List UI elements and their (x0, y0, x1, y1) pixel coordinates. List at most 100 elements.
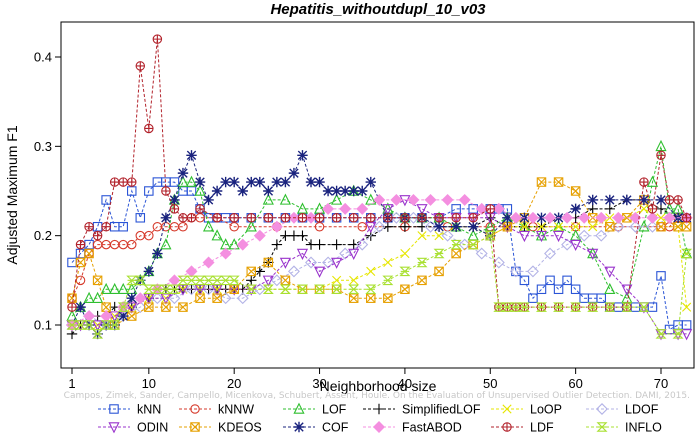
point-cof (263, 185, 274, 197)
point-inflo (399, 266, 411, 277)
point-kdeos (84, 248, 94, 259)
point-cof (638, 194, 650, 206)
point-ldf (639, 177, 649, 187)
point-lof (92, 291, 104, 303)
point-inflo (262, 284, 274, 295)
point-lof (672, 202, 684, 214)
point-fastabod (219, 247, 232, 260)
point-inflo (348, 284, 360, 295)
legend-label-kdeos: KDEOS (218, 421, 262, 434)
point-knn (144, 186, 154, 196)
point-cof (288, 167, 300, 179)
point-odin (331, 257, 343, 269)
point-loop (349, 275, 359, 285)
point-lof (194, 184, 206, 196)
point-kdeos (101, 302, 111, 312)
point-ldof (424, 220, 437, 233)
point-simplifiedlof (246, 275, 257, 286)
point-knn (101, 195, 111, 205)
point-inflo (126, 275, 138, 286)
point-knnw (127, 239, 137, 250)
point-kdeos (417, 275, 427, 286)
point-cof (433, 221, 445, 232)
point-knnw (357, 221, 367, 232)
point-fastabod (458, 193, 471, 206)
point-odin (587, 248, 599, 260)
point-ldf (152, 34, 163, 44)
point-ldof (219, 292, 232, 305)
legend-item-ldf: LDF (491, 421, 554, 434)
point-ldf (656, 150, 666, 161)
point-cof (271, 176, 283, 188)
point-inflo (177, 275, 189, 286)
point-simplifiedlof (587, 203, 598, 215)
point-knn (681, 320, 692, 330)
point-cof (339, 185, 351, 197)
point-ldf (92, 230, 103, 241)
point-ldf (101, 221, 111, 232)
point-knn (553, 284, 564, 295)
point-fastabod (83, 310, 96, 323)
point-lof (245, 220, 257, 232)
point-cof (604, 194, 615, 206)
legend-label-odin: ODIN (137, 421, 168, 434)
point-inflo (416, 257, 428, 268)
legend-marker-knnw (190, 404, 200, 414)
legend-marker-kdeos (190, 422, 200, 432)
legend-label-ldof: LDOF (625, 403, 659, 417)
point-cof (348, 185, 359, 197)
point-ldof (544, 247, 557, 260)
point-fastabod (424, 193, 437, 206)
point-inflo (535, 302, 548, 312)
point-simplifiedlof (604, 203, 615, 215)
point-ldf (246, 213, 257, 223)
point-kdeos (570, 186, 581, 196)
point-inflo (185, 275, 198, 286)
point-inflo (681, 248, 693, 259)
point-ldof (441, 229, 454, 242)
point-kdeos (366, 293, 376, 303)
point-odin (262, 275, 274, 287)
point-ldf (434, 213, 444, 223)
point-kdeos (451, 248, 461, 259)
point-fastabod (578, 211, 591, 224)
point-ldof (509, 265, 522, 278)
point-ldof (390, 211, 403, 224)
point-cof (570, 203, 581, 215)
point-fastabod (526, 211, 539, 224)
point-kdeos (92, 275, 103, 286)
point-inflo (382, 275, 394, 286)
point-ldf (75, 239, 86, 250)
point-kdeos (656, 221, 666, 232)
point-ldof (270, 274, 283, 287)
point-inflo (518, 302, 530, 312)
point-kdeos (212, 293, 222, 303)
point-cof (502, 212, 513, 223)
x-tick-label: 1 (68, 376, 75, 391)
point-fastabod (612, 211, 625, 224)
point-lof (279, 193, 291, 205)
point-inflo (510, 302, 522, 312)
y-tick-label: 0.2 (34, 228, 52, 243)
point-ldf (673, 195, 683, 205)
point-fastabod (492, 202, 505, 215)
point-kdeos (67, 293, 77, 303)
point-ldof (612, 220, 625, 233)
point-odin (416, 204, 428, 216)
point-inflo (621, 302, 633, 312)
legend-marker-knn (109, 404, 119, 414)
legend: kNN kNNW LOF SimplifiedLOF LoOP LDOF ODIN KDEOS… (98, 403, 662, 434)
point-loop (536, 222, 547, 232)
point-cof (468, 221, 479, 232)
legend-label-knn: kNN (137, 403, 161, 417)
point-ldof (595, 229, 608, 242)
point-loop (519, 222, 530, 232)
point-ldof (475, 247, 488, 260)
point-loop (571, 222, 581, 232)
point-ldf (84, 221, 94, 232)
point-knn (519, 275, 530, 286)
point-loop (656, 213, 666, 223)
x-axis-title: Neighborhood size (320, 378, 437, 394)
point-inflo (117, 302, 129, 312)
point-inflo (331, 284, 343, 295)
